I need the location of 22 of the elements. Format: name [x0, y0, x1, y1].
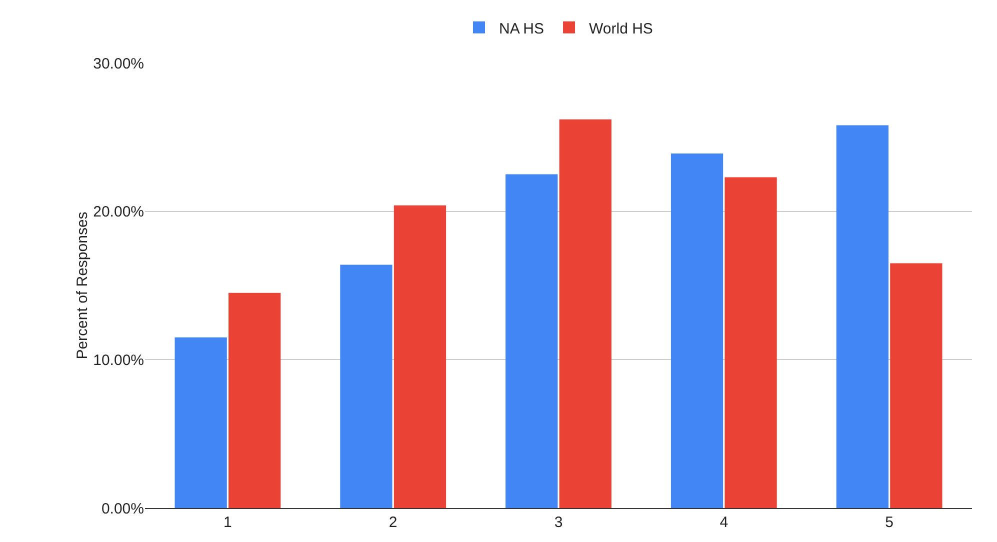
bar [559, 119, 612, 508]
bar [836, 125, 888, 508]
x-tick-label: 2 [388, 514, 398, 531]
bar [174, 337, 227, 508]
x-tick-label: 4 [720, 514, 728, 531]
bar [670, 153, 724, 508]
y-tick-label: 10.00% [93, 352, 144, 369]
x-tick-label: 3 [554, 514, 563, 531]
legend-label: NA HS [499, 20, 544, 38]
bar [724, 177, 777, 508]
bar [890, 263, 942, 508]
legend-label: World HS [589, 20, 653, 38]
x-tick-label: 5 [885, 514, 894, 531]
bar [228, 292, 281, 508]
y-tick-label: 0.00% [101, 500, 144, 518]
y-tick-label: 20.00% [93, 204, 144, 221]
y-axis-title: Percent of Responses [74, 212, 92, 360]
y-tick-label: 30.00% [93, 55, 144, 72]
bar [340, 264, 392, 508]
bar [506, 174, 558, 508]
x-tick-label: 1 [224, 514, 232, 531]
bar [394, 205, 446, 508]
